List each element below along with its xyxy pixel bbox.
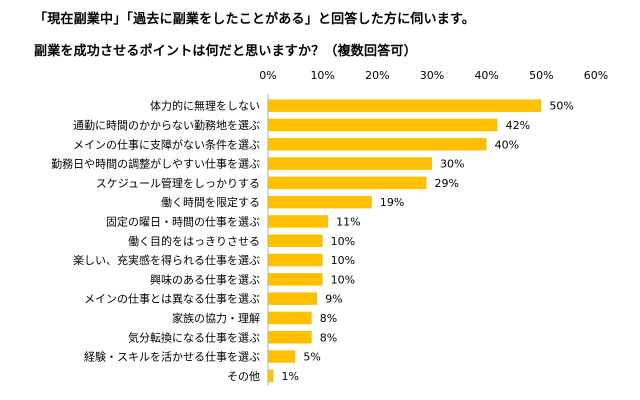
category-label: 経験・スキルを活かせる仕事を選ぶ [84,350,260,364]
x-tick-label: 20% [365,69,389,82]
category-label: スケジュール管理をしっかりする [96,176,260,190]
x-tick-label: 30% [420,69,444,82]
value-label: 10% [331,254,355,267]
bar [268,138,487,151]
x-tick-label: 50% [529,69,553,82]
category-label: その他 [227,370,260,383]
bar [268,176,427,190]
category-labels: 体力的に無理をしない通勤に時間のかからない勤務地を選ぶメインの仕事に支障がない条… [51,99,260,383]
value-label: 29% [435,177,459,190]
value-label: 5% [303,351,320,364]
bar [268,292,318,305]
chart-title-line1: 「現在副業中」「過去に副業をしたことがある」と回答した方に伺います。 [34,12,476,27]
value-label: 11% [336,215,360,228]
value-label: 19% [380,196,404,209]
bar [268,311,312,325]
value-label: 10% [331,273,355,286]
category-label: 楽しい、充実感を得られる仕事を選ぶ [73,253,260,267]
category-label: 興味のある仕事を選ぶ [150,273,260,286]
value-labels: 50%42%40%30%29%19%11%10%10%10%9%8%8%5%1% [281,100,573,383]
category-label: 通勤に時間のかからない勤務地を選ぶ [73,118,260,132]
x-tick-label: 10% [310,69,334,82]
bar [268,118,498,132]
value-label: 42% [506,119,530,132]
category-label: メインの仕事に支障がない条件を選ぶ [73,137,260,151]
category-label: 勤務日や時間の調整がしやすい仕事を選ぶ [51,157,260,171]
value-label: 8% [320,312,337,325]
chart-title-line2: 副業を成功させるポイントは何だと思いますか？（複数回答可） [34,44,417,59]
value-label: 50% [549,100,573,113]
value-label: 9% [325,293,342,306]
x-axis-ticks: 0% 10% 20% 30% 40% 50% 60% [259,69,608,82]
category-label: メインの仕事とは異なる仕事を選ぶ [84,293,260,306]
bar [268,99,542,112]
category-label: 家族の協力・理解 [172,311,260,325]
bar [268,234,323,247]
bar [268,253,323,267]
category-label: 固定の曜日・時間の仕事を選ぶ [106,214,260,228]
x-tick-label: 0% [259,69,276,82]
value-label: 10% [331,235,355,248]
bar [268,157,432,170]
bar [268,195,372,209]
bar [268,350,296,363]
category-label: 働く時間を限定する [161,195,260,209]
bar [268,369,274,383]
bars [268,99,542,383]
category-label: 働く目的をはっきりさせる [128,234,260,248]
bar [268,215,329,228]
category-label: 気分転換になる仕事を選ぶ [128,330,260,344]
bar [268,331,312,344]
category-label: 体力的に無理をしない [150,99,260,113]
value-label: 1% [281,370,298,383]
bar [268,273,323,286]
x-tick-label: 60% [584,69,608,82]
value-label: 30% [440,158,464,171]
value-label: 40% [495,138,519,151]
value-label: 8% [320,331,337,344]
x-tick-label: 40% [474,69,498,82]
